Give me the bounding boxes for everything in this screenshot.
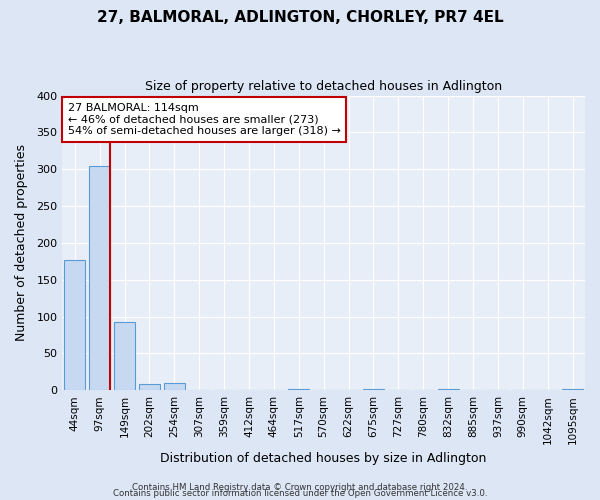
Title: Size of property relative to detached houses in Adlington: Size of property relative to detached ho… bbox=[145, 80, 502, 93]
Bar bbox=[64, 260, 85, 390]
Y-axis label: Number of detached properties: Number of detached properties bbox=[15, 144, 28, 342]
Bar bbox=[363, 388, 384, 390]
Bar bbox=[562, 388, 583, 390]
Bar bbox=[89, 166, 110, 390]
Text: 27 BALMORAL: 114sqm
← 46% of detached houses are smaller (273)
54% of semi-detac: 27 BALMORAL: 114sqm ← 46% of detached ho… bbox=[68, 103, 340, 136]
Text: Contains public sector information licensed under the Open Government Licence v3: Contains public sector information licen… bbox=[113, 490, 487, 498]
Text: 27, BALMORAL, ADLINGTON, CHORLEY, PR7 4EL: 27, BALMORAL, ADLINGTON, CHORLEY, PR7 4E… bbox=[97, 10, 503, 25]
Bar bbox=[139, 384, 160, 390]
Text: Contains HM Land Registry data © Crown copyright and database right 2024.: Contains HM Land Registry data © Crown c… bbox=[132, 484, 468, 492]
Bar bbox=[164, 383, 185, 390]
Bar bbox=[114, 322, 135, 390]
X-axis label: Distribution of detached houses by size in Adlington: Distribution of detached houses by size … bbox=[160, 452, 487, 465]
